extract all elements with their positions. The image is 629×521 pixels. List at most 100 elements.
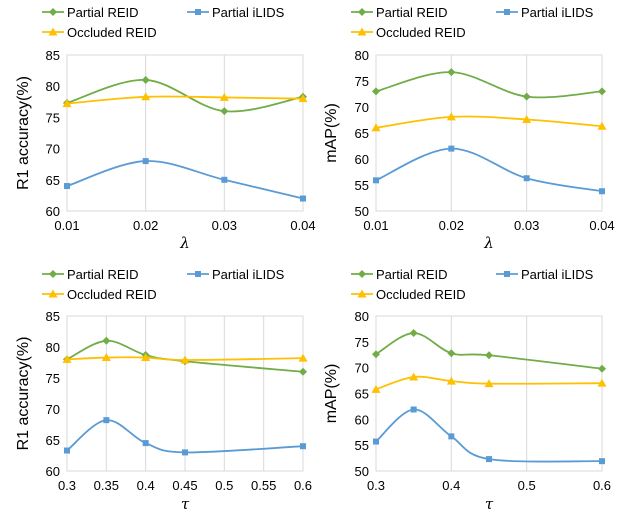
data-point — [599, 458, 605, 465]
y-tick-label: 70 — [46, 142, 60, 157]
legend-entry-occluded-reid: Occluded REID — [351, 25, 466, 40]
series-line — [66, 160, 304, 200]
x-tick-label: 0.01 — [54, 218, 79, 233]
series-line — [375, 147, 603, 193]
data-point — [446, 112, 456, 121]
chart-panel-1: 0.01 0.02 0.03 0.04 60 65 70 75 80 85 R1 accuracy(… — [15, 5, 315, 252]
series-occluded-reid — [371, 112, 607, 132]
y-tick-label: 70 — [355, 361, 369, 376]
x-tick-label: 0.6 — [593, 478, 611, 493]
legend-entry-partial-ilids: Partial iLIDS — [187, 5, 285, 20]
y-axis-label: mAP(%) — [323, 103, 340, 163]
legend-marker — [49, 270, 57, 278]
legend: Partial REID Partial iLIDS Occluded REID — [351, 5, 594, 40]
data-point — [103, 417, 110, 424]
data-point — [141, 353, 151, 362]
plot-frame — [66, 54, 304, 212]
data-point — [180, 355, 190, 364]
legend-entry-occluded-reid: Occluded REID — [42, 25, 157, 40]
data-point — [372, 350, 380, 359]
data-point — [446, 376, 456, 385]
series-line — [375, 71, 603, 99]
legend-marker — [504, 271, 510, 277]
series-partial-ilids — [373, 406, 605, 465]
x-tick-label: 0.35 — [94, 478, 119, 493]
x-axis-label: λ — [483, 234, 494, 252]
data-point — [486, 456, 492, 463]
data-point — [182, 449, 188, 456]
y-tick-label: 50 — [355, 464, 369, 479]
x-tick-label: 0.3 — [58, 478, 76, 493]
series-partial-reid — [63, 75, 307, 116]
y-axis-label: mAP(%) — [323, 364, 340, 424]
x-axis-label: τ — [181, 495, 190, 513]
x-tick-label: 0.5 — [518, 478, 536, 493]
data-point — [485, 351, 493, 360]
y-tick-label: 65 — [46, 433, 60, 448]
series-line — [66, 79, 304, 113]
legend-label: Partial iLIDS — [521, 267, 594, 282]
x-tick-label: 0.03 — [514, 218, 539, 233]
data-point — [141, 75, 150, 84]
y-tick-label: 65 — [46, 173, 60, 188]
legend-entry-occluded-reid: Occluded REID — [351, 287, 466, 302]
legend-entry-partial-reid: Partial REID — [42, 267, 139, 282]
plot-frame — [66, 315, 304, 472]
data-point — [142, 158, 149, 165]
legend: Partial REID Partial iLIDS Occluded REID — [42, 267, 285, 302]
legend-entry-partial-reid: Partial REID — [42, 5, 139, 20]
data-point — [373, 438, 379, 445]
legend-marker — [358, 270, 366, 278]
legend-label: Occluded REID — [376, 287, 466, 302]
y-tick-label: 70 — [46, 402, 60, 417]
series-line — [66, 95, 304, 105]
data-point — [102, 336, 111, 345]
data-point — [298, 94, 308, 103]
data-point — [299, 367, 307, 376]
x-tick-label: 0.4 — [137, 478, 155, 493]
data-point — [220, 107, 229, 116]
x-tick-label: 0.02 — [439, 218, 464, 233]
data-point — [522, 92, 531, 101]
series-partial-ilids — [64, 158, 306, 202]
legend-label: Partial iLIDS — [212, 267, 285, 282]
data-point — [101, 353, 111, 362]
data-point — [410, 406, 417, 413]
x-tick-label: 0.6 — [294, 478, 312, 493]
data-point — [62, 99, 72, 108]
series-line — [375, 115, 603, 129]
data-point — [64, 183, 70, 190]
legend-marker — [49, 8, 57, 16]
x-tick-label: 0.04 — [589, 218, 614, 233]
data-point — [447, 349, 456, 358]
y-tick-label: 75 — [46, 371, 60, 386]
legend-entry-partial-ilids: Partial iLIDS — [187, 267, 285, 282]
legend-marker — [48, 27, 58, 36]
data-point — [219, 92, 229, 101]
data-point — [142, 440, 149, 447]
legend-entry-partial-ilids: Partial iLIDS — [496, 5, 594, 20]
y-tick-label: 75 — [355, 74, 369, 89]
legend-label: Occluded REID — [67, 287, 157, 302]
chart-panel-4: 0.3 0.4 0.5 0.6 50 55 60 65 70 75 80 mAP(%) τ Partial… — [323, 267, 611, 513]
series-partial-reid — [372, 329, 606, 373]
series-occluded-reid — [62, 353, 308, 364]
legend: Partial REID Partial iLIDS Occluded REID — [42, 5, 285, 40]
series-partial-reid — [372, 68, 606, 101]
y-tick-label: 85 — [46, 309, 60, 324]
data-point — [597, 378, 607, 387]
x-tick-label: 0.55 — [251, 478, 276, 493]
legend-label: Partial iLIDS — [521, 5, 594, 20]
legend-marker — [48, 289, 58, 298]
data-point — [372, 87, 380, 96]
data-point — [598, 364, 606, 373]
legend-label: Partial REID — [67, 267, 139, 282]
y-axis-label: R1 accuracy(%) — [15, 337, 32, 451]
series-partial-ilids — [373, 145, 605, 195]
y-tick-label: 60 — [355, 152, 369, 167]
data-point — [371, 123, 381, 132]
data-point — [448, 433, 455, 440]
y-axis-label: R1 accuracy(%) — [15, 76, 32, 190]
legend-label: Partial REID — [67, 5, 139, 20]
data-point — [409, 372, 419, 381]
